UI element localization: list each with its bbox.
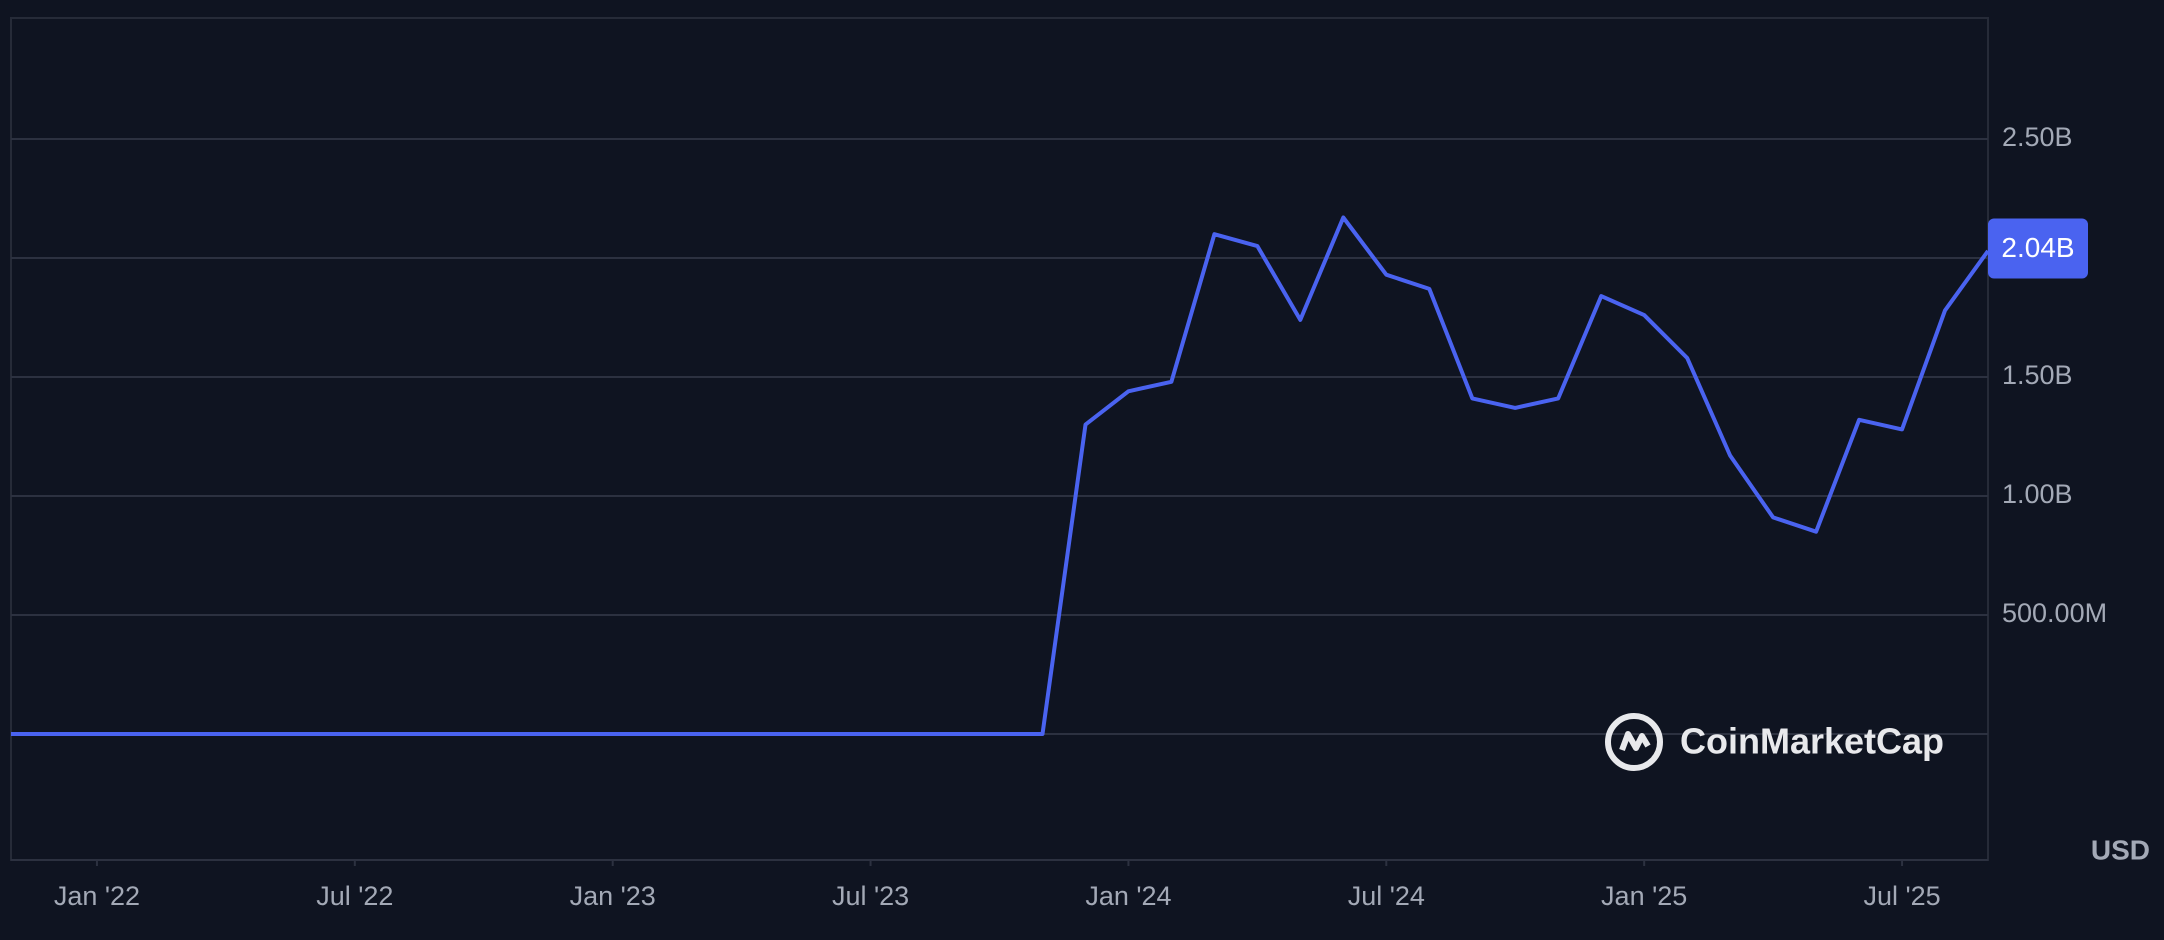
- current-value-badge: [1988, 218, 2088, 279]
- y-tick-label: 1.00B: [2002, 479, 2073, 509]
- x-tick-label: Jul '22: [316, 881, 393, 911]
- y-tick-label: 500.00M: [2002, 598, 2107, 628]
- x-tick-label: Jan '25: [1601, 881, 1687, 911]
- x-tick-label: Jan '24: [1085, 881, 1171, 911]
- watermark-logo: [1605, 713, 1663, 771]
- currency-label: USD: [2091, 834, 2150, 865]
- x-tick-label: Jul '25: [1863, 881, 1940, 911]
- x-tick-label: Jul '24: [1348, 881, 1425, 911]
- y-tick-label: 2.50B: [2002, 122, 2073, 152]
- x-tick-label: Jul '23: [832, 881, 909, 911]
- x-tick-label: Jan '22: [54, 881, 140, 911]
- price-line: [11, 215, 1990, 736]
- current-value-label: 2.04B: [2001, 232, 2074, 263]
- watermark: CoinMarketCap: [1680, 721, 1944, 762]
- y-tick-label: 1.50B: [2002, 360, 2073, 390]
- x-tick-label: Jan '23: [570, 881, 656, 911]
